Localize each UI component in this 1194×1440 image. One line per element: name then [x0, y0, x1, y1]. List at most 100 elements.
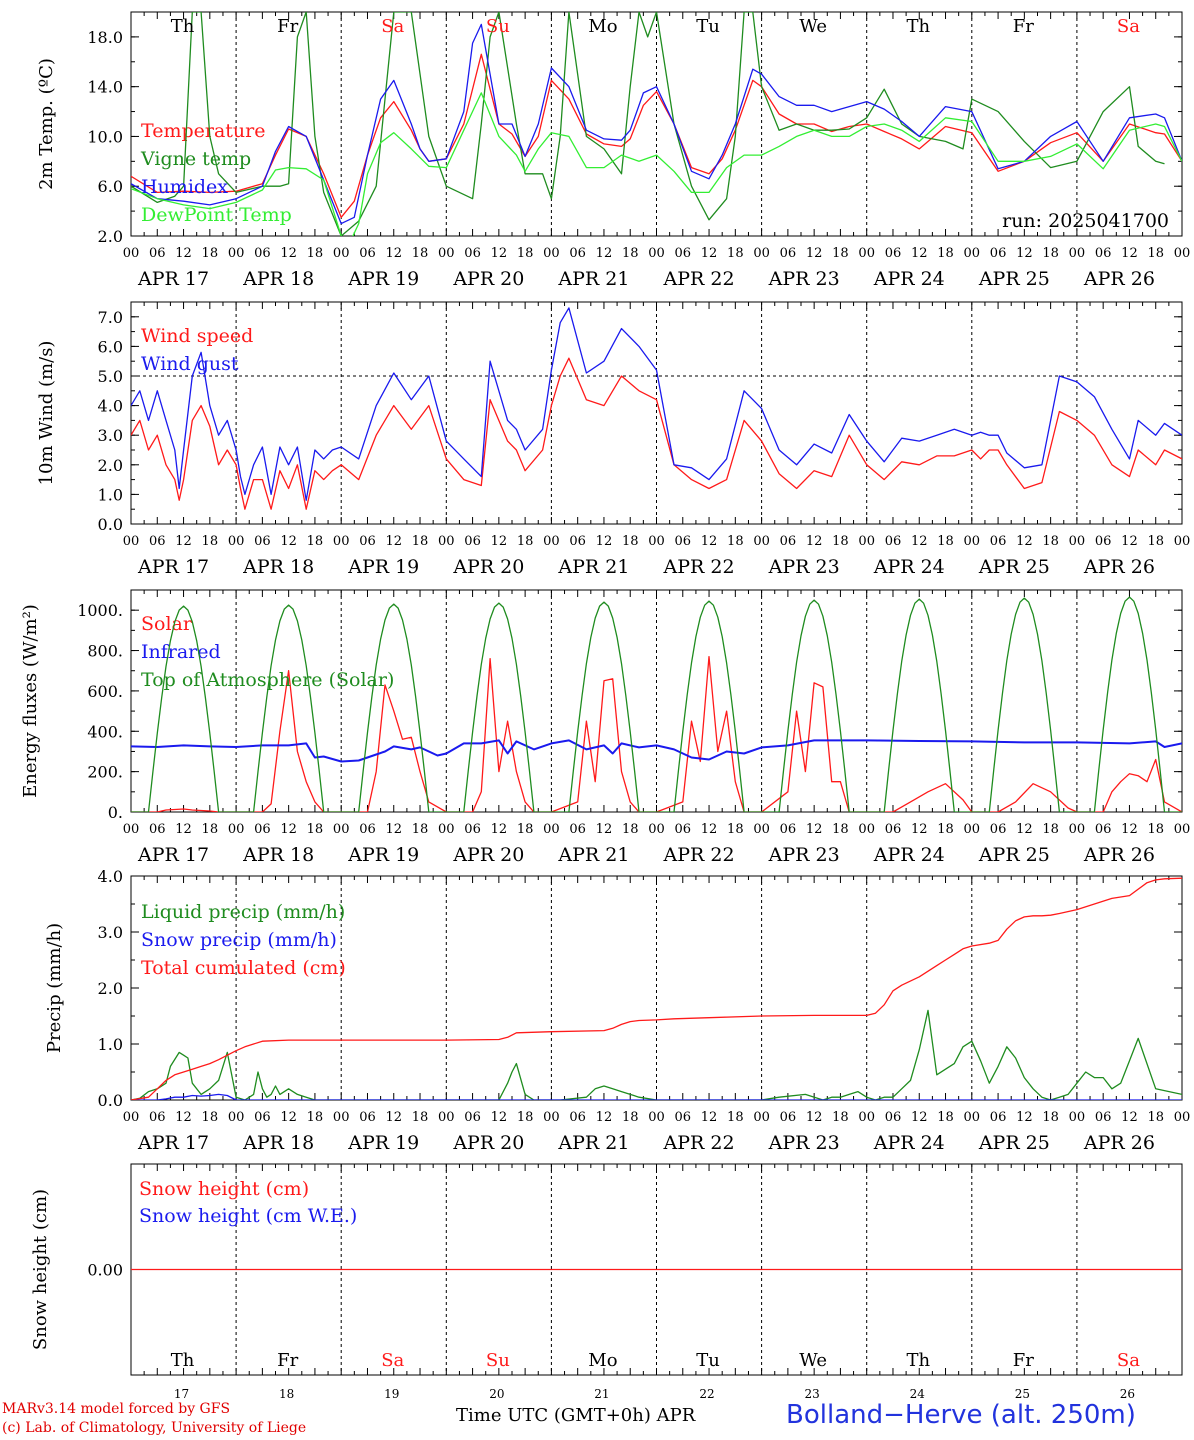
hour-tick-label: 18 [832, 534, 849, 549]
hour-tick-label: 18 [832, 246, 849, 261]
legend-entry: Vigne temp [140, 148, 251, 170]
day-label: APR 25 [978, 844, 1050, 866]
series-line-humidex [131, 23, 1182, 225]
day-number-label: 25 [1015, 1387, 1030, 1401]
y-tick-label: 0.0 [98, 1091, 123, 1110]
day-label: APR 26 [1083, 1132, 1155, 1154]
series-line-infrared [131, 739, 1182, 763]
day-label: APR 26 [1083, 844, 1155, 866]
day-label: APR 20 [452, 844, 524, 866]
hour-tick-label: 06 [885, 534, 902, 549]
hour-tick-label: 12 [806, 534, 823, 549]
y-tick-label: 1.0 [98, 485, 123, 504]
y-tick-label: 2.0 [98, 227, 123, 246]
weekday-label: Tu [696, 16, 720, 37]
hour-tick-label: 12 [1121, 534, 1138, 549]
hour-tick-label: 06 [359, 822, 376, 837]
series-line-top-of-atmosphere-solar- [131, 596, 1182, 812]
day-label: APR 24 [873, 844, 945, 866]
series-line-wind-speed [131, 357, 1182, 510]
hour-tick-label: 00 [123, 822, 140, 837]
hour-tick-label: 12 [280, 1110, 297, 1125]
hour-tick-label: 06 [1095, 1110, 1112, 1125]
y-tick-label: 2.0 [98, 979, 123, 998]
day-label: APR 24 [873, 1132, 945, 1154]
hour-tick-label: 18 [1042, 1110, 1059, 1125]
y-tick-label: 4.0 [98, 397, 123, 416]
y-tick-label: 10.0 [87, 127, 123, 146]
hour-tick-label: 18 [412, 1110, 429, 1125]
hour-tick-label: 18 [937, 246, 954, 261]
plot-frame [130, 11, 1183, 237]
day-label: APR 19 [347, 1132, 419, 1154]
day-label: APR 18 [242, 556, 314, 578]
day-label: APR 22 [663, 1132, 735, 1154]
hour-tick-label: 18 [202, 1110, 219, 1125]
day-label: APR 17 [137, 1132, 209, 1154]
hour-tick-label: 18 [517, 1110, 534, 1125]
day-label: APR 23 [768, 268, 840, 290]
day-number-label: 24 [910, 1387, 926, 1401]
hour-tick-label: 18 [937, 1110, 954, 1125]
day-label: APR 21 [557, 268, 629, 290]
legend-entry: Snow height (cm W.E.) [139, 1205, 357, 1227]
model-credit: MARv3.14 model forced by GFS [2, 1401, 231, 1417]
hour-tick-label: 18 [622, 1110, 639, 1125]
day-number-label: 26 [1120, 1387, 1135, 1401]
hour-tick-label: 18 [832, 1110, 849, 1125]
day-label: APR 26 [1083, 268, 1155, 290]
series-line-vigne-temp [131, 12, 1165, 236]
weekday-label: We [799, 1350, 827, 1371]
legend-entry: Wind speed [141, 325, 253, 347]
hour-tick-label: 00 [1069, 1110, 1086, 1125]
hour-tick-label: 18 [307, 1110, 324, 1125]
hour-tick-label: 12 [596, 1110, 613, 1125]
hour-tick-label: 18 [832, 822, 849, 837]
hour-tick-label: 18 [727, 1110, 744, 1125]
hour-tick-label: 06 [254, 534, 271, 549]
y-tick-label: 18.0 [87, 28, 123, 47]
weekday-label: Sa [381, 1350, 404, 1371]
day-label: APR 18 [242, 844, 314, 866]
y-tick-label: 200. [87, 763, 123, 782]
y-tick-label: 0.0 [98, 515, 123, 534]
hour-tick-label: 00 [753, 246, 770, 261]
hour-tick-label: 00 [648, 1110, 665, 1125]
y-tick-label: 3.0 [98, 923, 123, 942]
hour-tick-label: 06 [359, 534, 376, 549]
hour-tick-label: 18 [937, 822, 954, 837]
hour-tick-label: 06 [780, 1110, 797, 1125]
hour-tick-label: 00 [964, 246, 981, 261]
hour-tick-label: 06 [569, 246, 586, 261]
legend-entry: Wind gust [141, 353, 239, 375]
hour-tick-label: 00 [333, 246, 350, 261]
hour-tick-label: 06 [359, 1110, 376, 1125]
hour-tick-label: 12 [175, 822, 192, 837]
hour-tick-label: 06 [254, 822, 271, 837]
hour-tick-label: 00 [1174, 534, 1191, 549]
hour-tick-label: 12 [596, 822, 613, 837]
y-tick-label: 400. [87, 722, 123, 741]
day-number-label: 23 [805, 1387, 820, 1401]
hour-tick-label: 06 [464, 1110, 481, 1125]
hour-tick-label: 00 [753, 1110, 770, 1125]
chart-panel-5: 0.00 Snow height (cm) Snow height (cm) Snow… [30, 1163, 1183, 1401]
day-label: APR 19 [347, 844, 419, 866]
hour-tick-label: 12 [280, 822, 297, 837]
hour-tick-label: 00 [648, 246, 665, 261]
hour-tick-label: 18 [622, 246, 639, 261]
day-number-label: 22 [699, 1387, 714, 1401]
legend-entry: Temperature [141, 120, 265, 142]
hour-tick-label: 18 [1147, 1110, 1164, 1125]
hour-tick-label: 06 [1095, 246, 1112, 261]
hour-tick-label: 06 [780, 822, 797, 837]
chart-panel-2: 00 06 12 18 00 06 12 18 00 06 12 18 00 06 12 18 00 06 12 18… [36, 301, 1191, 578]
hour-tick-label: 18 [1042, 246, 1059, 261]
day-label: APR 23 [768, 556, 840, 578]
hour-tick-label: 18 [1042, 822, 1059, 837]
hour-tick-label: 06 [254, 1110, 271, 1125]
weekday-label: Sa [381, 16, 404, 37]
hour-tick-label: 12 [806, 246, 823, 261]
day-label: APR 25 [978, 556, 1050, 578]
y-tick-label: 1.0 [98, 1035, 123, 1054]
